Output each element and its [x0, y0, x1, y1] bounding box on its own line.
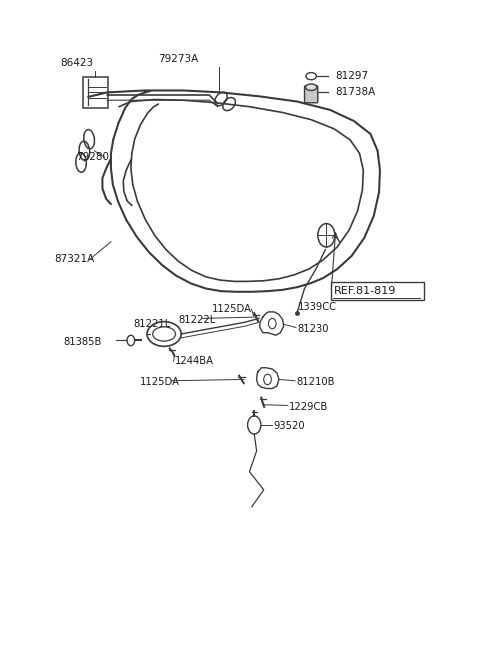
- Bar: [83, 77, 108, 108]
- Ellipse shape: [305, 84, 317, 90]
- Text: 1125DA: 1125DA: [212, 305, 252, 314]
- Text: 81222L: 81222L: [179, 314, 216, 325]
- Text: 93520: 93520: [273, 421, 305, 431]
- Text: 1339CC: 1339CC: [298, 302, 337, 312]
- Text: 79273A: 79273A: [158, 54, 198, 64]
- Text: 81210B: 81210B: [296, 377, 335, 387]
- Text: 1125DA: 1125DA: [140, 377, 180, 387]
- Text: 87321A: 87321A: [54, 253, 94, 264]
- Text: REF.81-819: REF.81-819: [334, 286, 396, 296]
- Text: 81297: 81297: [335, 71, 368, 81]
- FancyBboxPatch shape: [304, 86, 318, 103]
- Text: 79280: 79280: [76, 153, 109, 162]
- Text: 1229CB: 1229CB: [288, 402, 328, 412]
- Text: 81385B: 81385B: [63, 337, 102, 346]
- Text: 86423: 86423: [60, 58, 93, 67]
- Text: 81738A: 81738A: [335, 87, 375, 98]
- Text: 81221L: 81221L: [133, 318, 170, 329]
- Text: 1244BA: 1244BA: [175, 356, 214, 366]
- Text: 81230: 81230: [297, 324, 328, 334]
